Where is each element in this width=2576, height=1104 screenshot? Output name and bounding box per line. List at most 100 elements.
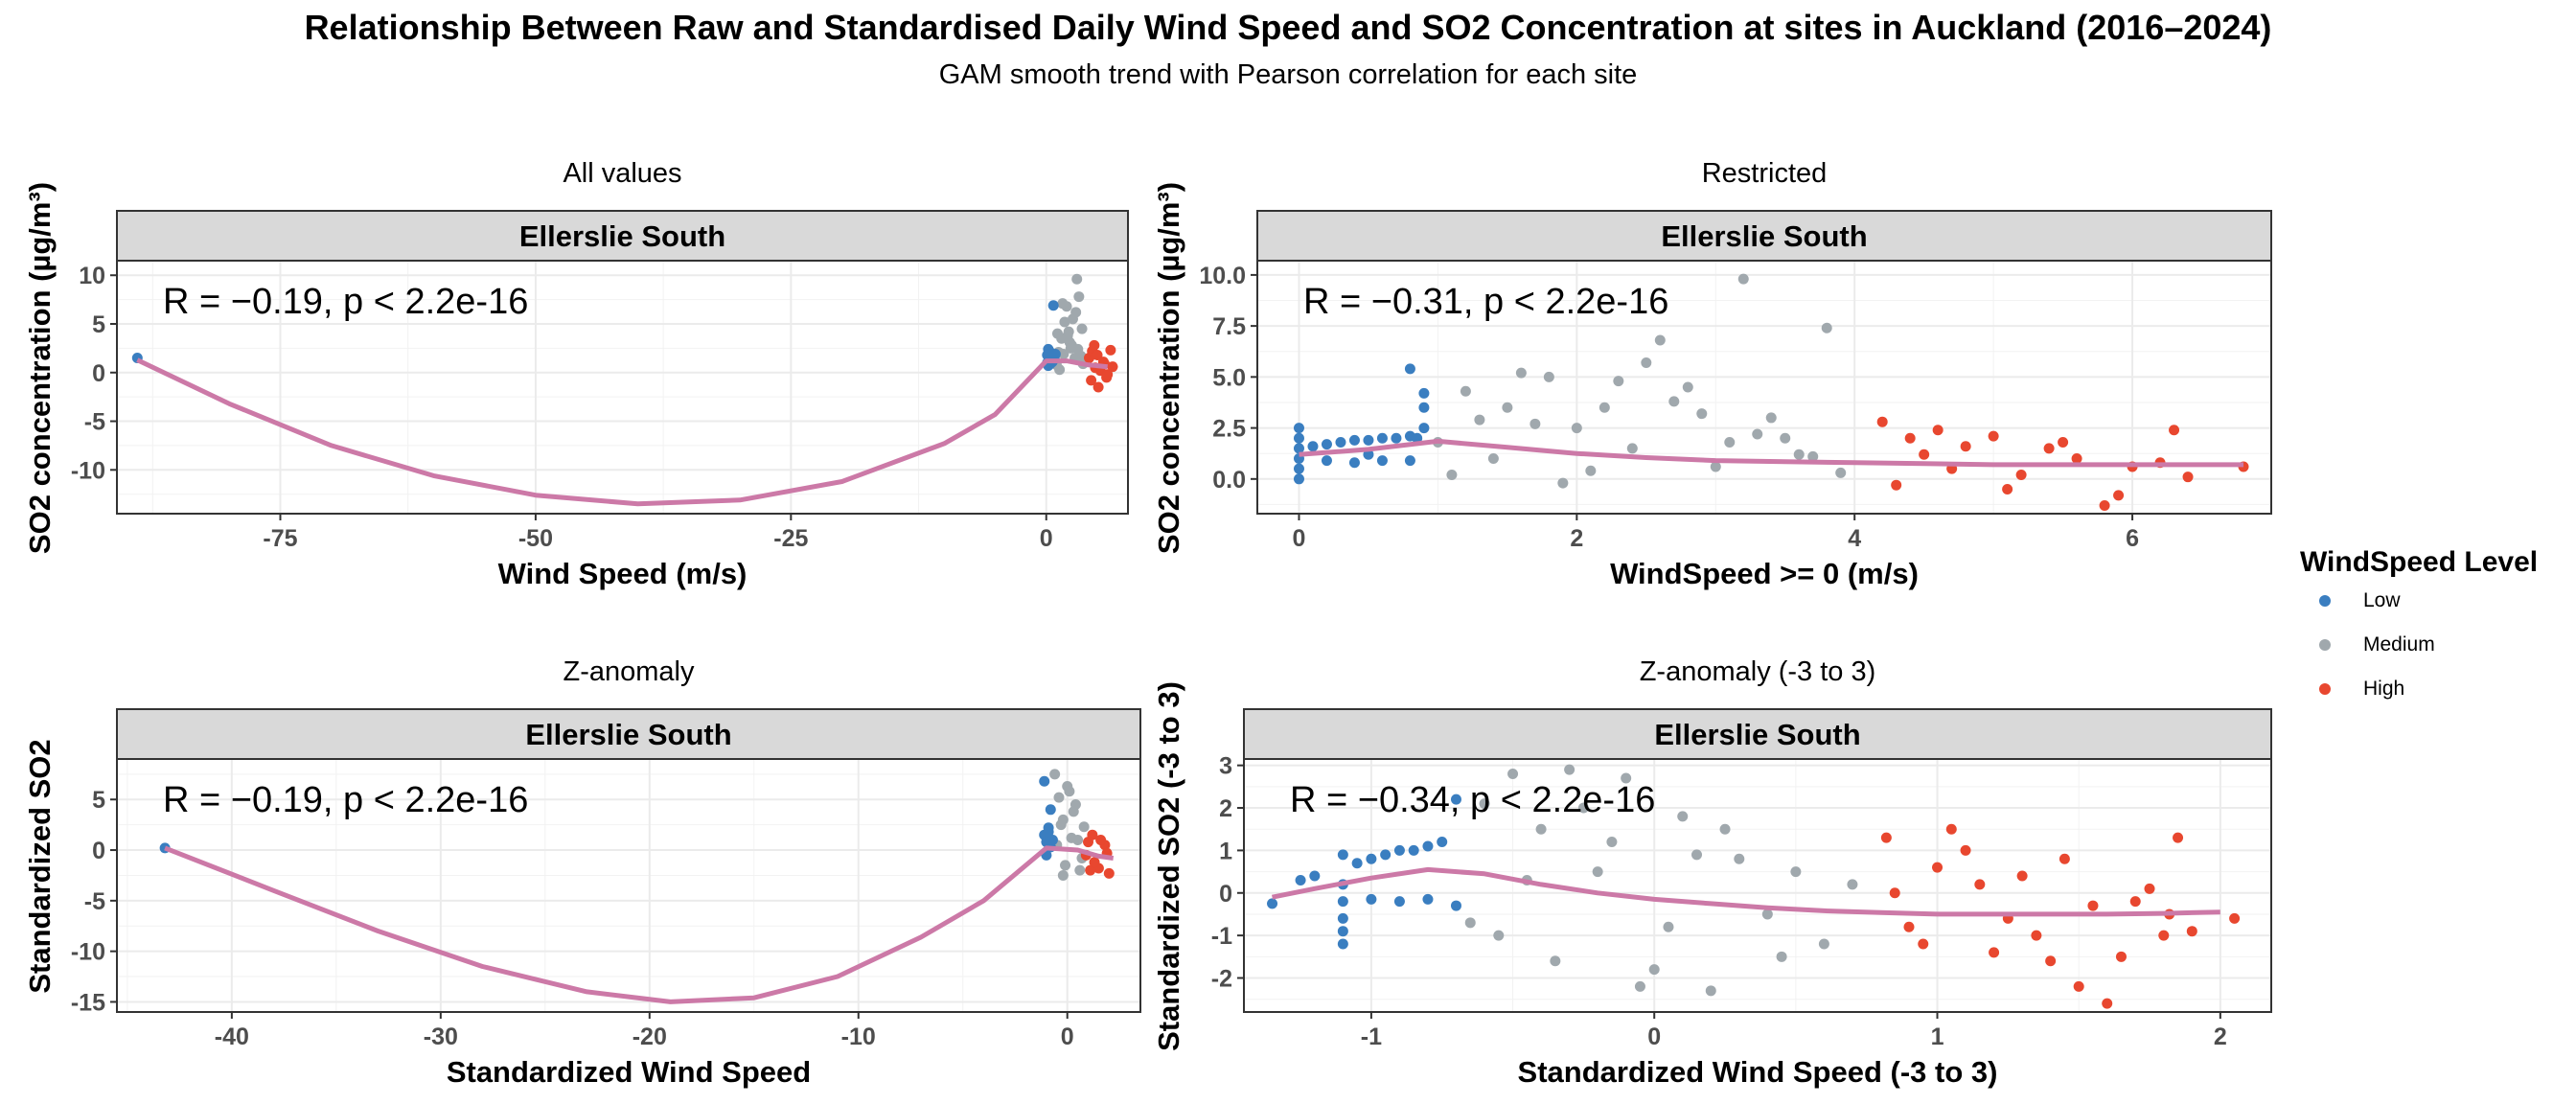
data-point-medium bbox=[1053, 792, 1065, 803]
y-tick-label: -1 bbox=[1211, 923, 1232, 950]
data-point-high bbox=[2016, 870, 2028, 882]
data-point-medium bbox=[1057, 869, 1069, 881]
x-tick-label: -40 bbox=[215, 1024, 249, 1050]
x-tick-label: 6 bbox=[2126, 525, 2139, 552]
data-point-high bbox=[1889, 887, 1900, 899]
data-point-low bbox=[1418, 423, 1430, 434]
data-point-low bbox=[1418, 402, 1430, 413]
y-tick-label: 5.0 bbox=[1212, 364, 1246, 391]
figure-subtitle: GAM smooth trend with Pearson correlatio… bbox=[938, 59, 1638, 90]
y-tick-label: -10 bbox=[71, 457, 105, 484]
y-tick-label: -5 bbox=[84, 409, 105, 436]
data-point-high bbox=[1876, 416, 1888, 427]
facet-strip bbox=[1256, 210, 2272, 262]
data-point-medium bbox=[1446, 470, 1458, 481]
data-point-low bbox=[1295, 874, 1306, 886]
data-point-medium bbox=[1074, 864, 1086, 876]
data-point-high bbox=[1089, 339, 1100, 351]
data-point-low bbox=[1307, 441, 1319, 452]
data-point-high bbox=[1095, 834, 1107, 845]
x-axis-label: WindSpeed >= 0 (m/s) bbox=[1610, 557, 1919, 590]
data-point-high bbox=[2087, 900, 2099, 911]
data-point-medium bbox=[1068, 806, 1079, 817]
panel-title: All values bbox=[563, 158, 681, 189]
y-tick-label: 5 bbox=[92, 311, 105, 338]
data-point-high bbox=[1974, 879, 1986, 890]
legend-key-high bbox=[2319, 683, 2331, 695]
y-tick-label: -2 bbox=[1211, 966, 1232, 993]
facet-strip bbox=[116, 708, 1141, 760]
data-point-medium bbox=[1710, 461, 1721, 472]
gam-smooth-line bbox=[136, 357, 1108, 507]
y-tick-label: 10 bbox=[79, 263, 105, 289]
legend: WindSpeed Level Low Medium High bbox=[2300, 546, 2576, 711]
data-point-medium bbox=[1073, 291, 1085, 303]
data-point-high bbox=[2182, 472, 2194, 483]
facet-strip-label: Ellerslie South bbox=[1661, 219, 1867, 253]
data-point-high bbox=[1083, 837, 1094, 848]
data-point-high bbox=[1107, 361, 1118, 373]
plot-border bbox=[1243, 758, 2272, 1013]
y-tick-label: 0.0 bbox=[1212, 467, 1246, 494]
data-point-low bbox=[1337, 938, 1348, 950]
data-point-low bbox=[1267, 898, 1278, 909]
plot-background bbox=[117, 759, 1140, 1012]
data-point-medium bbox=[1075, 351, 1087, 362]
data-point-low bbox=[1337, 912, 1348, 924]
data-point-high bbox=[2113, 490, 2125, 501]
data-point-medium bbox=[1821, 322, 1832, 334]
data-point-low bbox=[1039, 775, 1050, 787]
data-point-low bbox=[1348, 457, 1360, 469]
plot-background bbox=[1257, 261, 2271, 514]
data-point-high bbox=[2002, 483, 2013, 494]
data-point-low bbox=[1351, 858, 1363, 869]
data-point-high bbox=[2169, 425, 2180, 436]
data-point-high bbox=[2099, 499, 2110, 511]
data-point-high bbox=[2031, 930, 2042, 941]
data-point-high bbox=[1918, 938, 1929, 950]
gam-smooth-line bbox=[164, 845, 1115, 1004]
x-axis-label: Wind Speed (m/s) bbox=[498, 557, 748, 590]
data-point-low bbox=[1337, 896, 1348, 908]
data-point-high bbox=[1932, 425, 1944, 436]
data-point-medium bbox=[1076, 323, 1088, 334]
data-point-high bbox=[1960, 844, 1971, 856]
data-point-medium bbox=[1654, 334, 1666, 346]
data-point-medium bbox=[1493, 930, 1505, 941]
data-point-high bbox=[1960, 441, 1971, 452]
data-point-low bbox=[1293, 463, 1304, 474]
x-tick-label: -10 bbox=[841, 1024, 876, 1050]
figure-title: Relationship Between Raw and Standardise… bbox=[304, 8, 2272, 47]
y-tick-label: 1 bbox=[1219, 838, 1232, 864]
data-point-medium bbox=[1535, 823, 1547, 835]
data-point-high bbox=[1904, 432, 1916, 444]
plot-background bbox=[1244, 759, 2271, 1012]
x-tick-label: -20 bbox=[632, 1024, 667, 1050]
correlation-annotation: R = −0.19, p < 2.2e-16 bbox=[163, 780, 528, 820]
y-tick-label: -5 bbox=[84, 888, 105, 915]
legend-label-high: High bbox=[2363, 678, 2405, 700]
x-tick-label: 2 bbox=[1570, 525, 1583, 552]
data-point-low bbox=[1309, 870, 1321, 882]
data-point-medium bbox=[1847, 879, 1858, 890]
data-point-medium bbox=[1543, 371, 1554, 382]
data-point-medium bbox=[1479, 798, 1490, 810]
y-tick-label: 2 bbox=[1219, 795, 1232, 822]
data-point-low bbox=[1293, 423, 1304, 434]
data-point-medium bbox=[1752, 428, 1763, 440]
data-point-low bbox=[1412, 432, 1423, 444]
data-point-high bbox=[1085, 864, 1096, 876]
legend-title: WindSpeed Level bbox=[2300, 546, 2539, 578]
data-point-medium bbox=[1557, 477, 1569, 489]
data-point-high bbox=[1102, 369, 1114, 380]
data-point-medium bbox=[1663, 921, 1674, 932]
data-point-low bbox=[1046, 834, 1058, 845]
legend-label-low: Low bbox=[2363, 589, 2401, 611]
facet-strip bbox=[1243, 708, 2272, 760]
data-point-medium bbox=[1737, 273, 1749, 285]
y-tick-label: 5 bbox=[92, 787, 105, 814]
legend-label-medium: Medium bbox=[2363, 633, 2435, 656]
data-point-medium bbox=[1621, 772, 1632, 784]
data-point-low bbox=[1321, 439, 1332, 450]
